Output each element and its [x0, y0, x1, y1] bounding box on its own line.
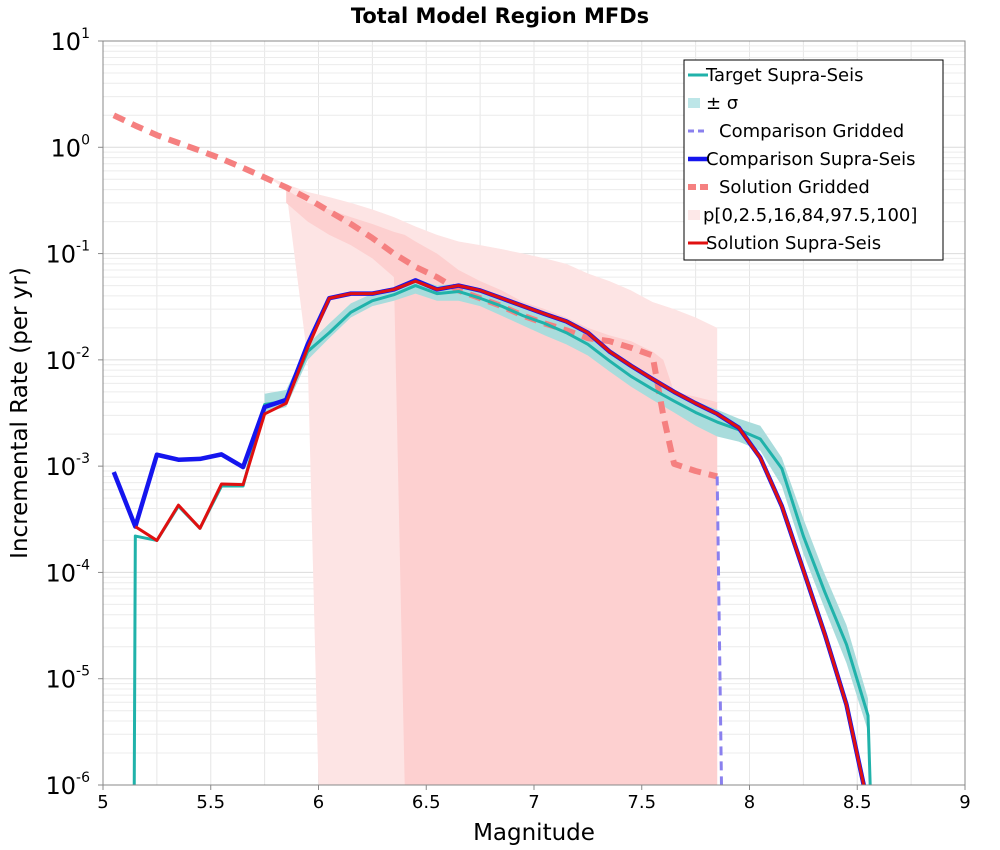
- x-tick-label: 5: [97, 792, 108, 813]
- legend-box: [683, 59, 944, 261]
- y-axis-label: Incremental Rate (per yr): [7, 267, 33, 559]
- legend-item: Solution Gridded: [688, 177, 870, 198]
- y-tick-label: 10-5: [45, 664, 90, 694]
- legend-label: Solution Gridded: [719, 177, 870, 198]
- legend-swatch: [688, 98, 700, 108]
- x-tick-label: 8: [744, 792, 755, 813]
- x-tick-label: 7.5: [627, 792, 656, 813]
- y-tick-label: 10-3: [45, 451, 90, 481]
- legend-swatch: [688, 210, 700, 220]
- y-tick-label: 101: [51, 26, 90, 56]
- x-axis-label: Magnitude: [473, 820, 595, 846]
- y-tick-label: 100: [51, 132, 90, 162]
- legend-item: p[0,2.5,16,84,97.5,100]: [688, 205, 917, 226]
- legend: Target Supra-Seis ± σ Comparison Gridded Co…: [683, 59, 944, 261]
- series-line: [112, 112, 718, 480]
- legend-label: Target Supra-Seis: [705, 65, 863, 86]
- x-tick-label: 6.5: [412, 792, 441, 813]
- legend-item: ± σ: [688, 93, 738, 114]
- x-tick-label: 5.5: [196, 792, 225, 813]
- legend-label: ± σ: [706, 93, 738, 114]
- x-ticks: 5 5.5 6 6.5 7 7.5 8 8.5 9: [97, 785, 971, 813]
- legend-item: Solution Supra-Seis: [688, 233, 881, 254]
- y-tick-label: 10-6: [45, 770, 90, 800]
- series-line: [134, 279, 866, 785]
- x-tick-label: 6: [313, 792, 324, 813]
- legend-label: p[0,2.5,16,84,97.5,100]: [703, 205, 917, 226]
- y-tick-label: 10-2: [45, 345, 90, 375]
- series-line: [715, 476, 723, 785]
- legend-item: Comparison Gridded: [688, 121, 904, 142]
- legend-label: Comparison Supra-Seis: [706, 149, 916, 170]
- legend-label: Solution Supra-Seis: [706, 233, 881, 254]
- chart-title: Total Model Region MFDs: [351, 4, 649, 28]
- series-lines: [111, 112, 872, 785]
- y-tick-label: 10-1: [45, 239, 90, 269]
- legend-item: Comparison Supra-Seis: [688, 149, 916, 170]
- legend-label: Comparison Gridded: [719, 121, 904, 142]
- x-tick-label: 7: [528, 792, 539, 813]
- y-tick-label: 10-4: [45, 557, 90, 587]
- y-ticks: 10-6 10-5 10-4 10-3 10-2 10-1 100 101: [45, 26, 103, 800]
- legend-item: Target Supra-Seis: [688, 65, 863, 86]
- x-tick-label: 9: [959, 792, 970, 813]
- x-tick-label: 8.5: [843, 792, 872, 813]
